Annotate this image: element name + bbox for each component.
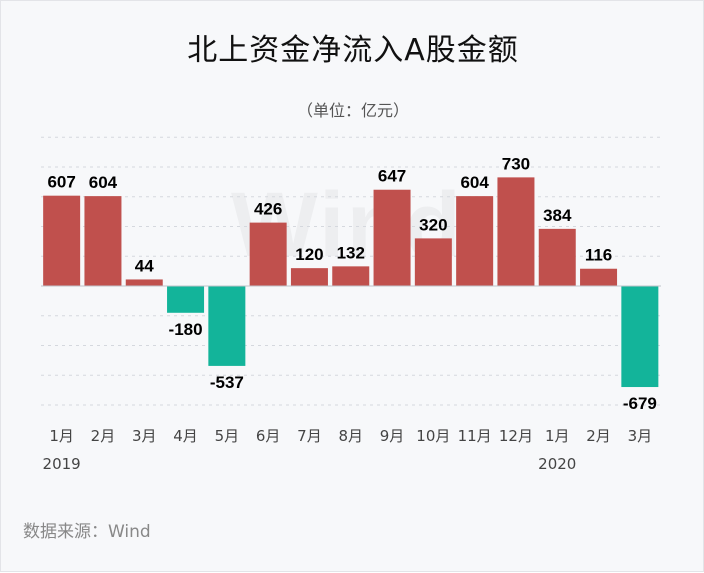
- bar-1: [43, 195, 81, 286]
- chart-title: 北上资金净流入A股金额: [187, 33, 519, 68]
- x-tick-label: 1月: [545, 427, 570, 445]
- bar-value-label: -679: [623, 394, 657, 413]
- bar-5: [208, 286, 246, 366]
- bar-2: [84, 196, 122, 286]
- bar-value-label: 647: [378, 167, 406, 186]
- bar-value-label: 132: [337, 243, 365, 262]
- x-tick-label: 3月: [628, 427, 653, 445]
- bar-6: [249, 222, 287, 286]
- x-tick-label: 2月: [586, 427, 611, 445]
- x-tick-label: 8月: [338, 427, 363, 445]
- bar-value-label: 604: [89, 173, 118, 192]
- year-label: 2020: [538, 455, 576, 473]
- bar-value-label: 426: [254, 200, 282, 219]
- bar-value-label: 604: [460, 173, 489, 192]
- bar-3: [125, 279, 163, 286]
- x-tick-label: 11月: [458, 427, 492, 445]
- bar-14: [580, 268, 618, 286]
- bar-12: [497, 177, 535, 286]
- x-tick-label: 3月: [132, 427, 157, 445]
- bar-13: [538, 228, 576, 286]
- year-label: 2019: [43, 455, 81, 473]
- bar-value-label: 384: [543, 206, 572, 225]
- bar-7: [290, 268, 328, 286]
- data-source: 数据来源：Wind: [23, 522, 151, 542]
- bar-value-label: 607: [47, 173, 75, 192]
- bar-value-label: -537: [210, 373, 244, 392]
- bar-11: [456, 196, 494, 286]
- bar-9: [373, 189, 411, 286]
- bar-value-label: 730: [502, 154, 530, 173]
- bar-8: [332, 266, 370, 286]
- x-tick-label: 7月: [297, 427, 322, 445]
- bar-value-label: 120: [295, 245, 323, 264]
- bar-4: [167, 286, 205, 313]
- x-tick-label: 6月: [256, 427, 281, 445]
- x-tick-label: 10月: [416, 427, 450, 445]
- bar-value-label: -180: [169, 320, 203, 339]
- x-tick-label: 9月: [380, 427, 405, 445]
- chart-subtitle: （单位：亿元）: [296, 101, 409, 120]
- bar-value-label: 44: [135, 256, 154, 275]
- bar-value-label: 320: [419, 215, 447, 234]
- x-tick-label: 4月: [173, 427, 198, 445]
- bar-15: [621, 286, 659, 388]
- x-tick-label: 1月: [49, 427, 74, 445]
- x-tick-label: 5月: [215, 427, 240, 445]
- bar-10: [414, 238, 452, 286]
- x-tick-label: 12月: [499, 427, 533, 445]
- bar-value-label: 116: [585, 246, 612, 265]
- x-tick-label: 2月: [91, 427, 116, 445]
